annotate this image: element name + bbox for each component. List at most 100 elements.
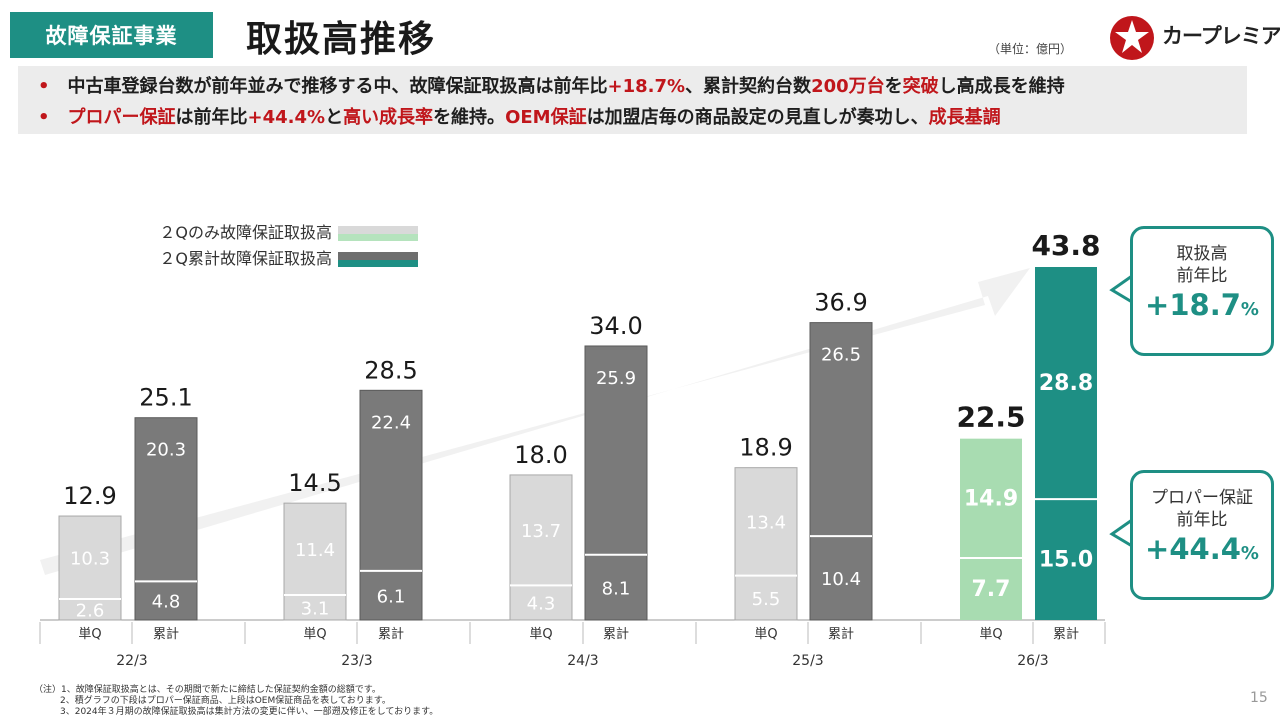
summary-text-segment: % <box>307 107 326 128</box>
bar-single-26/3 <box>960 438 1022 620</box>
tick-single-22/3: 単Q <box>78 626 101 642</box>
label-total-single-23/3: 14.5 <box>288 469 341 497</box>
legend-swatch-cumulative-current <box>338 260 418 267</box>
legend-label-cumulative: ２Q累計故障保証取扱高 <box>159 249 332 268</box>
callout-proper-growth: プロパー保証 前年比 +44.4% <box>1130 470 1274 600</box>
legend-label-single: ２Qのみ故障保証取扱高 <box>159 223 332 242</box>
legend-swatch-single-past <box>338 226 418 234</box>
footnote-2: 2、積グラフの下段はプロパー保証商品、上段はOEM保証商品を表しております。 <box>60 696 391 706</box>
page-number: 15 <box>1250 690 1268 706</box>
tick-single-23/3: 単Q <box>303 626 326 642</box>
label-total-single-25/3: 18.9 <box>739 434 792 462</box>
company-logo <box>1110 16 1154 60</box>
label-total-cumulative-22/3: 25.1 <box>139 384 192 412</box>
summary-text-segment: +18.7 <box>607 76 668 97</box>
label-upper-cumulative-23/3: 22.4 <box>371 412 411 433</box>
summary-box: • 中古車登録台数が前年並みで推移する中、故障保証取扱高は前年比+18.7%、累計… <box>18 66 1247 134</box>
label-upper-cumulative-24/3: 25.9 <box>596 368 636 389</box>
callout-total-growth: 取扱高 前年比 +18.7% <box>1130 226 1274 356</box>
summary-text-segment: 成長基調 <box>928 107 1001 128</box>
tick-cumulative-26/3: 累計 <box>1053 626 1079 642</box>
callout-total-line2: 前年比 <box>1176 266 1228 286</box>
label-lower-cumulative-24/3: 8.1 <box>602 578 631 599</box>
label-lower-single-23/3: 3.1 <box>301 599 330 620</box>
label-total-cumulative-23/3: 28.5 <box>364 356 417 384</box>
tick-single-24/3: 単Q <box>529 626 552 642</box>
summary-bullet-1: • 中古車登録台数が前年並みで推移する中、故障保証取扱高は前年比+18.7%、累計… <box>38 76 1065 97</box>
summary-text-segment: は前年比 <box>175 107 248 128</box>
label-upper-cumulative-26/3: 28.8 <box>1039 371 1093 396</box>
logo-leaf-icon <box>1115 20 1149 53</box>
tick-cumulative-23/3: 累計 <box>378 626 404 642</box>
label-lower-cumulative-26/3: 15.0 <box>1039 548 1093 573</box>
period-label-25/3: 25/3 <box>792 653 823 669</box>
summary-text-segment: は加盟店毎の商品設定の見直しが奏功し、 <box>586 107 929 128</box>
label-total-single-26/3: 22.5 <box>956 401 1025 434</box>
unit-note: （単位：億円） <box>988 42 1073 56</box>
footnote-3: 3、2024年３月期の故障保証取扱高は集計方法の変更に伴い、一部遡及修正をしてお… <box>60 707 439 717</box>
bar-cumulative-23/3 <box>359 389 423 621</box>
label-total-single-22/3: 12.9 <box>63 482 116 510</box>
label-total-cumulative-26/3: 43.8 <box>1031 229 1100 262</box>
tick-single-26/3: 単Q <box>979 626 1002 642</box>
period-label-22/3: 22/3 <box>116 653 147 669</box>
summary-text-segment: 、累計契約台数 <box>685 76 812 97</box>
label-upper-cumulative-25/3: 26.5 <box>821 345 861 366</box>
callout-total-pointer <box>1109 274 1133 304</box>
bar-cumulative-26/3 <box>1035 267 1097 620</box>
logo-text: カープレミア <box>1162 24 1280 48</box>
summary-text-segment: を <box>884 76 903 97</box>
bar-single-24/3 <box>509 474 573 621</box>
period-label-24/3: 24/3 <box>567 653 598 669</box>
summary-text-segment: 高い成長率 <box>343 107 434 128</box>
bar-cumulative-24/3 <box>584 345 648 621</box>
label-upper-cumulative-22/3: 20.3 <box>146 440 186 461</box>
summary-text-segment: を維持。 <box>433 107 506 128</box>
label-upper-single-22/3: 10.3 <box>70 549 110 570</box>
callout-proper-value: +44.4% <box>1145 532 1259 566</box>
label-lower-cumulative-25/3: 10.4 <box>821 569 861 590</box>
period-label-26/3: 26/3 <box>1017 653 1048 669</box>
label-lower-single-24/3: 4.3 <box>527 594 556 615</box>
bar-single-25/3 <box>734 467 798 621</box>
summary-text-segment: 突破 <box>902 76 939 97</box>
bar-single-22/3 <box>58 515 122 621</box>
callout-total-value: +18.7% <box>1145 288 1259 322</box>
tick-cumulative-25/3: 累計 <box>828 626 854 642</box>
label-lower-single-26/3: 7.7 <box>972 577 1011 602</box>
page-title: 取扱高推移 <box>246 19 437 60</box>
label-total-single-24/3: 18.0 <box>514 441 567 469</box>
label-lower-single-22/3: 2.6 <box>76 601 105 622</box>
footnote-1: （注）1、故障保証取扱高とは、その期間で新たに締結した保証契約金額の総額です。 <box>34 685 381 695</box>
period-label-23/3: 23/3 <box>341 653 372 669</box>
label-total-cumulative-24/3: 34.0 <box>589 312 642 340</box>
label-upper-single-26/3: 14.9 <box>964 486 1018 511</box>
summary-text-segment: +44.4 <box>247 107 308 128</box>
bar-cumulative-22/3 <box>134 417 198 621</box>
label-upper-single-24/3: 13.7 <box>521 521 561 542</box>
summary-text-segment: OEM保証 <box>505 107 587 128</box>
summary-text-segment: し高成長を維持 <box>938 76 1065 97</box>
bar-cumulative-25/3 <box>809 322 873 621</box>
segment-tag: 故障保証事業 <box>10 12 213 58</box>
summary-text-segment: 200万台 <box>811 76 885 97</box>
tick-cumulative-22/3: 累計 <box>153 626 179 642</box>
summary-text-segment: % <box>667 76 686 97</box>
summary-text-segment: プロパー保証 <box>67 107 176 128</box>
label-lower-cumulative-23/3: 6.1 <box>377 586 406 607</box>
label-upper-single-23/3: 11.4 <box>295 540 335 561</box>
callout-proper-line2: 前年比 <box>1176 510 1228 530</box>
summary-text-segment: と <box>325 107 344 128</box>
summary-bullet-2: • プロパー保証は前年比+44.4%と高い成長率を維持。OEM保証は加盟店毎の商品… <box>38 107 1001 128</box>
label-upper-single-25/3: 13.4 <box>746 513 786 534</box>
tick-single-25/3: 単Q <box>754 626 777 642</box>
label-total-cumulative-25/3: 36.9 <box>814 289 867 317</box>
label-lower-cumulative-22/3: 4.8 <box>152 592 181 613</box>
summary-text-segment: 中古車登録台数が前年並みで推移する中、故障保証取扱高は前年比 <box>67 76 608 97</box>
trend-arrow-icon <box>40 268 1030 575</box>
legend-swatch-single-current <box>338 234 418 241</box>
callout-total-line1: 取扱高 <box>1176 244 1228 264</box>
callout-proper-line1: プロパー保証 <box>1151 488 1253 508</box>
callout-proper-pointer <box>1109 518 1133 548</box>
